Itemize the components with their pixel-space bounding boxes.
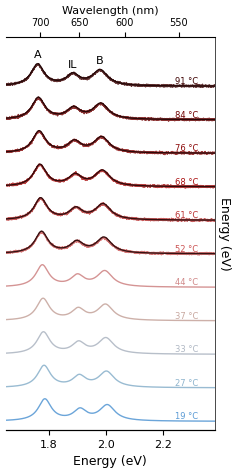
Text: IL: IL (68, 60, 78, 70)
Text: 37 °C: 37 °C (175, 312, 198, 321)
Text: 68 °C: 68 °C (175, 178, 198, 187)
Text: 84 °C: 84 °C (175, 110, 198, 119)
Y-axis label: Energy (eV): Energy (eV) (219, 197, 232, 271)
Text: 44 °C: 44 °C (175, 278, 198, 287)
Text: 52 °C: 52 °C (175, 245, 198, 254)
Text: A: A (34, 51, 41, 61)
Text: 19 °C: 19 °C (175, 412, 198, 421)
Text: 91 °C: 91 °C (175, 77, 198, 86)
X-axis label: Wavelength (nm): Wavelength (nm) (62, 6, 159, 16)
X-axis label: Energy (eV): Energy (eV) (73, 456, 147, 468)
Text: 61 °C: 61 °C (175, 211, 198, 220)
Text: 76 °C: 76 °C (175, 144, 198, 153)
Text: 27 °C: 27 °C (175, 379, 198, 388)
Text: B: B (96, 56, 104, 66)
Text: 33 °C: 33 °C (175, 345, 198, 354)
